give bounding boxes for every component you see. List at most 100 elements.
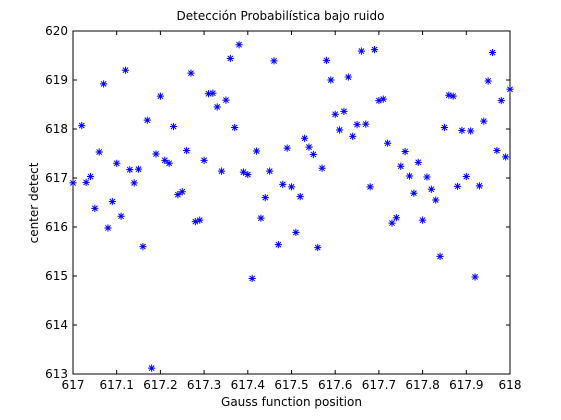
data-point (187, 69, 195, 77)
data-point (239, 168, 248, 176)
axes-box (72, 30, 511, 375)
data-point (117, 212, 125, 220)
x-tick-label: 618 (499, 378, 522, 392)
data-point (165, 159, 173, 167)
data-point (506, 85, 514, 93)
x-axis-label: Gauss function position (221, 395, 362, 409)
data-point (344, 73, 352, 81)
data-point (484, 77, 492, 85)
data-point (467, 127, 475, 135)
data-point (436, 252, 444, 260)
data-point (502, 153, 510, 161)
data-point (309, 150, 317, 159)
y-tick-label: 615 (45, 269, 68, 283)
data-point (161, 156, 169, 164)
data-point (156, 92, 164, 100)
data-point (357, 47, 366, 55)
data-point (349, 132, 357, 140)
data-point (200, 156, 208, 164)
data-point (305, 143, 313, 151)
data-point (388, 219, 396, 227)
data-point (296, 193, 304, 201)
data-point (178, 188, 186, 196)
data-point (331, 110, 339, 118)
x-tick-label: 617.7 (362, 378, 396, 392)
data-point (130, 179, 138, 187)
data-point (340, 107, 348, 115)
data-point (213, 103, 221, 111)
data-point (226, 54, 234, 63)
data-point (143, 116, 151, 124)
data-point (257, 214, 265, 222)
data-point (183, 146, 191, 155)
data-point (366, 183, 374, 191)
data-point (405, 172, 414, 180)
data-point (392, 214, 400, 222)
data-point (196, 216, 204, 224)
data-point (419, 216, 427, 224)
data-point (362, 120, 370, 128)
data-point (458, 126, 466, 135)
data-point (353, 120, 361, 129)
data-point (108, 197, 116, 206)
data-point (453, 182, 462, 190)
data-point (86, 172, 95, 181)
data-point (335, 126, 344, 134)
data-point (261, 194, 269, 202)
data-point (384, 139, 392, 147)
y-tick-label: 617 (45, 171, 68, 185)
data-point (169, 122, 178, 131)
data-point (427, 185, 435, 193)
data-point (252, 147, 261, 155)
data-point (121, 66, 130, 74)
data-point (475, 182, 484, 190)
data-point (322, 56, 331, 64)
data-point (370, 46, 379, 54)
data-point (113, 159, 121, 167)
data-point (283, 144, 291, 152)
data-point (270, 57, 278, 65)
data-point (266, 167, 274, 175)
data-point (222, 96, 230, 104)
y-tick-label: 620 (45, 24, 68, 38)
data-point (274, 241, 282, 249)
data-point (445, 91, 453, 99)
data-point (235, 41, 243, 49)
y-tick-label: 616 (45, 220, 68, 234)
data-point (410, 189, 418, 197)
data-point (497, 96, 505, 105)
y-tick-label: 613 (45, 367, 68, 381)
x-tick-label: 617.4 (231, 378, 265, 392)
data-point (126, 166, 134, 174)
data-point (414, 158, 422, 166)
data-point (480, 117, 488, 125)
x-tick-label: 617.6 (318, 378, 352, 392)
data-point (493, 146, 501, 155)
data-point (462, 172, 470, 181)
data-point (82, 178, 90, 187)
data-point (217, 167, 226, 175)
data-point (104, 224, 112, 232)
data-point (432, 196, 440, 204)
data-point (78, 121, 86, 130)
data-point (99, 80, 108, 88)
data-point (231, 123, 239, 132)
data-point (95, 148, 103, 156)
data-point (148, 364, 156, 372)
data-point (152, 150, 160, 158)
data-point (174, 191, 182, 199)
data-point (314, 243, 322, 252)
data-point (423, 173, 431, 181)
y-axis-label: center detect (27, 162, 41, 244)
data-point (134, 165, 143, 173)
data-point (69, 179, 77, 187)
x-tick-label: 617 (62, 378, 85, 392)
data-point (327, 76, 335, 84)
data-point (471, 273, 479, 281)
data-point (244, 170, 252, 179)
chart-title: Detección Probabilística bajo ruido (176, 9, 385, 23)
data-point (139, 243, 147, 251)
data-point (91, 204, 99, 212)
